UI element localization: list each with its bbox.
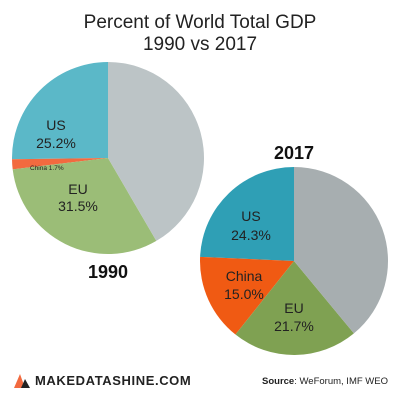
brand: MAKEDATASHINE.COM [14, 373, 191, 388]
label-us-2017: US [241, 208, 260, 224]
slice-china-2017 [200, 256, 294, 335]
slice-rest-of-world-2017 [294, 167, 389, 334]
value-eu-2017: 21.7% [274, 318, 314, 334]
slice-us-1990 [12, 62, 109, 160]
chart-title-line-1: Percent of World Total GDP [83, 12, 317, 33]
label-us-1990: US [46, 117, 65, 133]
slice-china-1990 [12, 158, 108, 170]
source-text: : WeForum, IMF WEO [294, 376, 388, 387]
label-eu-1990: EU [68, 181, 87, 197]
source-note: Source: WeForum, IMF WEO [262, 376, 388, 387]
pie-title-1990: 1990 [88, 262, 128, 282]
label-eu-2017: EU [284, 300, 303, 316]
pie-title-2017: 2017 [274, 143, 314, 163]
slice-rest-of-world-1990 [108, 62, 204, 241]
value-china-2017: 15.0% [224, 286, 264, 302]
label-china-1990: China 1.7% [30, 165, 64, 172]
slice-eu-1990 [12, 158, 157, 255]
slice-us-2017 [200, 167, 294, 261]
chart-title-line-2: 1990 vs 2017 [142, 34, 258, 55]
brand-name: MAKEDATASHINE.COM [35, 373, 192, 388]
value-us-2017: 24.3% [231, 227, 271, 243]
label-china-2017: China [226, 268, 263, 284]
source-label: Source [262, 376, 295, 387]
pie-2017: US 24.3% China 15.0% EU 21.7% 2017 [200, 143, 389, 356]
value-us-1990: 25.2% [36, 135, 76, 151]
brand-logo-icon [14, 373, 30, 388]
slice-eu-2017 [235, 261, 354, 356]
value-eu-1990: 31.5% [58, 198, 98, 214]
